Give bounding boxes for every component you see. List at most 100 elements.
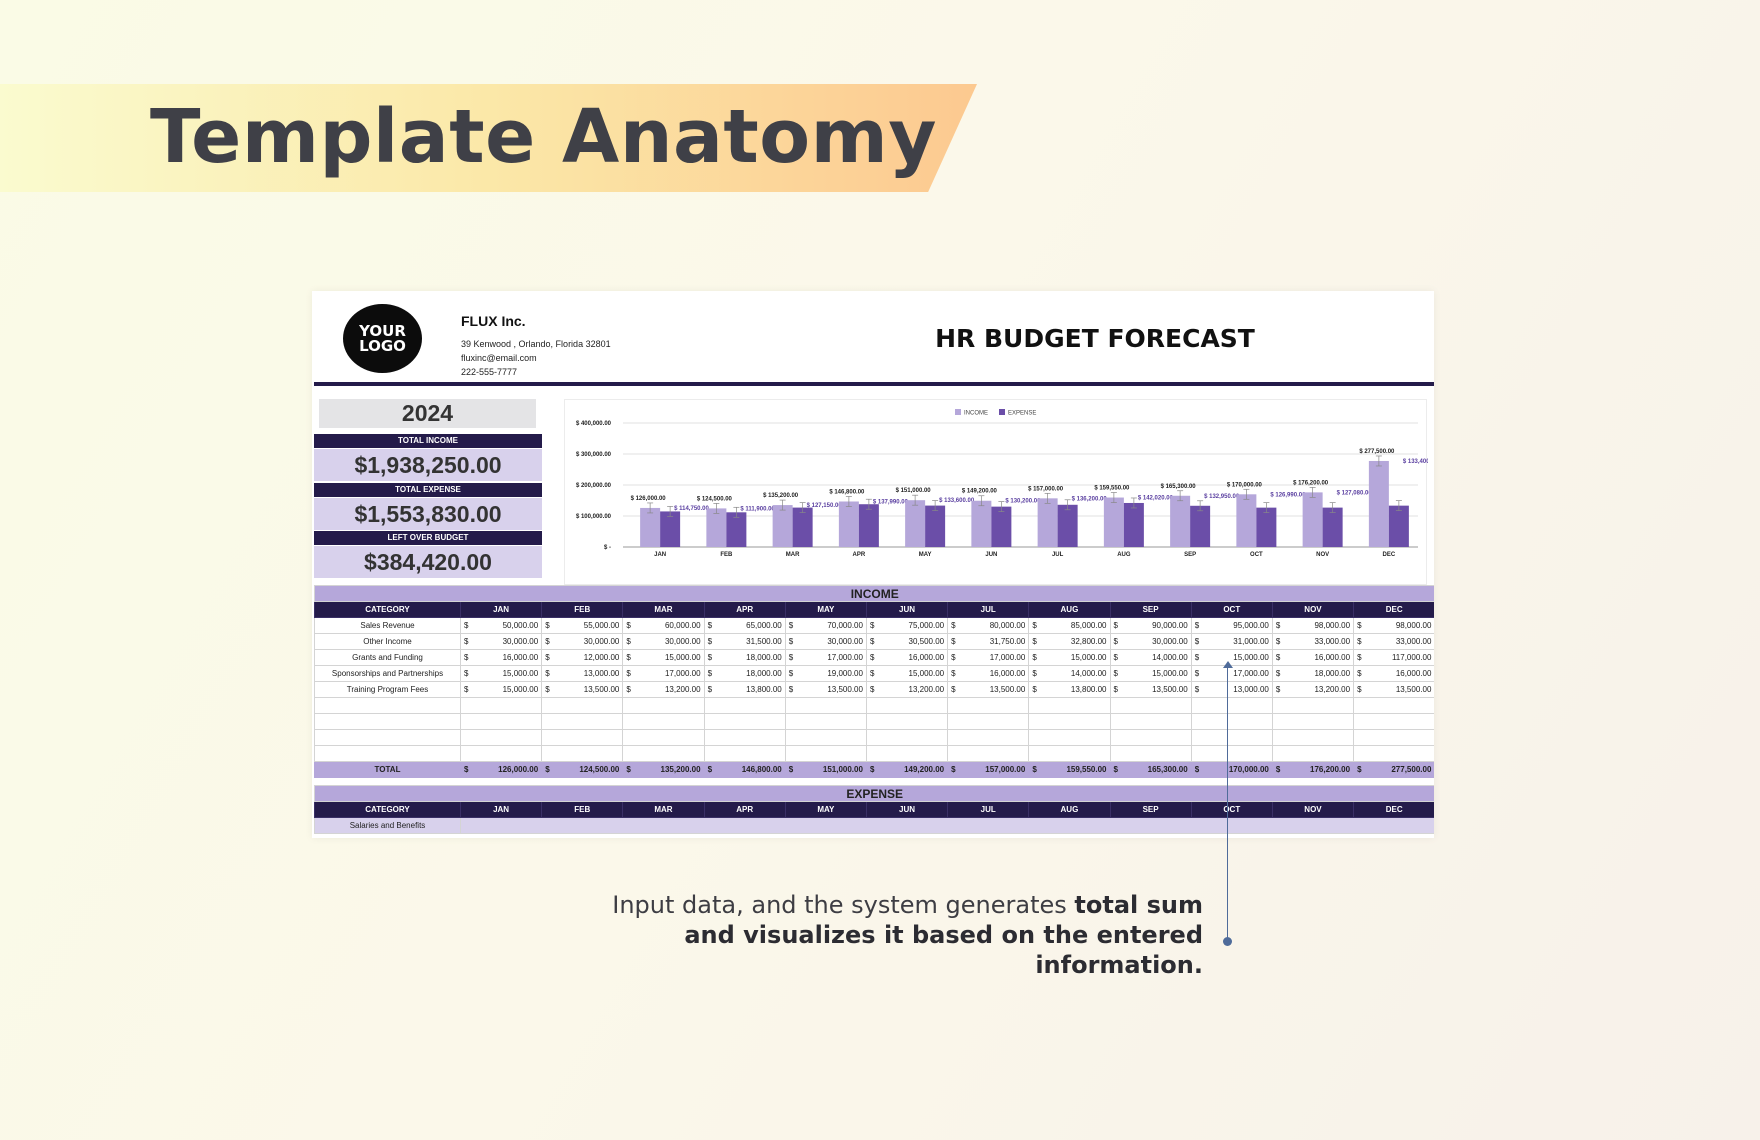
income-value-cell[interactable]: $30,000.00 <box>784 633 867 650</box>
income-value-cell[interactable]: $18,000.00 <box>703 665 786 682</box>
empty-cell[interactable] <box>1190 697 1273 714</box>
empty-cell[interactable] <box>947 713 1030 730</box>
income-value-cell[interactable]: $15,000.00 <box>1028 649 1111 666</box>
year-field[interactable]: 2024 <box>319 399 536 428</box>
income-category-cell[interactable]: Other Income <box>314 633 461 650</box>
empty-cell[interactable] <box>541 729 624 746</box>
income-value-cell[interactable]: $18,000.00 <box>703 649 786 666</box>
income-value-cell[interactable]: $16,000.00 <box>1271 649 1355 666</box>
empty-cell[interactable] <box>1353 697 1434 714</box>
empty-cell[interactable] <box>459 697 543 714</box>
income-value-cell[interactable]: $30,500.00 <box>865 633 949 650</box>
income-value-cell[interactable]: $95,000.00 <box>1190 617 1273 634</box>
income-category-cell[interactable]: Grants and Funding <box>314 649 461 666</box>
income-value-cell[interactable]: $17,000.00 <box>947 649 1030 666</box>
empty-cell[interactable] <box>314 697 461 714</box>
income-value-cell[interactable]: $33,000.00 <box>1353 633 1434 650</box>
income-value-cell[interactable]: $32,800.00 <box>1028 633 1111 650</box>
income-value-cell[interactable]: $75,000.00 <box>865 617 949 634</box>
empty-cell[interactable] <box>1028 729 1111 746</box>
empty-cell[interactable] <box>1190 713 1273 730</box>
empty-cell[interactable] <box>541 697 624 714</box>
income-value-cell[interactable]: $33,000.00 <box>1271 633 1355 650</box>
empty-cell[interactable] <box>784 697 867 714</box>
income-value-cell[interactable]: $13,800.00 <box>703 681 786 698</box>
empty-cell[interactable] <box>314 713 461 730</box>
income-value-cell[interactable]: $80,000.00 <box>947 617 1030 634</box>
income-value-cell[interactable]: $30,000.00 <box>622 633 705 650</box>
empty-cell[interactable] <box>703 697 786 714</box>
income-value-cell[interactable]: $98,000.00 <box>1353 617 1434 634</box>
empty-cell[interactable] <box>703 713 786 730</box>
empty-cell[interactable] <box>1353 745 1434 762</box>
income-value-cell[interactable]: $13,800.00 <box>1028 681 1111 698</box>
empty-cell[interactable] <box>1028 713 1111 730</box>
empty-cell[interactable] <box>622 697 705 714</box>
empty-cell[interactable] <box>541 745 624 762</box>
income-value-cell[interactable]: $15,000.00 <box>1109 665 1192 682</box>
empty-cell[interactable] <box>1271 745 1355 762</box>
empty-cell[interactable] <box>459 713 543 730</box>
income-value-cell[interactable]: $13,000.00 <box>541 665 624 682</box>
income-value-cell[interactable]: $16,000.00 <box>459 649 543 666</box>
empty-cell[interactable] <box>1353 713 1434 730</box>
empty-cell[interactable] <box>865 729 949 746</box>
income-value-cell[interactable]: $12,000.00 <box>541 649 624 666</box>
income-value-cell[interactable]: $14,000.00 <box>1109 649 1192 666</box>
empty-cell[interactable] <box>1109 745 1192 762</box>
income-value-cell[interactable]: $31,000.00 <box>1190 633 1273 650</box>
income-value-cell[interactable]: $18,000.00 <box>1271 665 1355 682</box>
empty-cell[interactable] <box>1109 729 1192 746</box>
income-value-cell[interactable]: $15,000.00 <box>622 649 705 666</box>
empty-cell[interactable] <box>1190 729 1273 746</box>
income-value-cell[interactable]: $13,500.00 <box>1109 681 1192 698</box>
empty-cell[interactable] <box>622 713 705 730</box>
income-value-cell[interactable]: $16,000.00 <box>1353 665 1434 682</box>
empty-cell[interactable] <box>947 729 1030 746</box>
empty-cell[interactable] <box>784 745 867 762</box>
income-value-cell[interactable]: $13,500.00 <box>1353 681 1434 698</box>
income-value-cell[interactable]: $90,000.00 <box>1109 617 1192 634</box>
empty-cell[interactable] <box>1028 745 1111 762</box>
empty-cell[interactable] <box>947 745 1030 762</box>
empty-cell[interactable] <box>1109 713 1192 730</box>
income-value-cell[interactable]: $30,000.00 <box>1109 633 1192 650</box>
empty-cell[interactable] <box>459 745 543 762</box>
income-value-cell[interactable]: $30,000.00 <box>459 633 543 650</box>
income-value-cell[interactable]: $55,000.00 <box>541 617 624 634</box>
income-value-cell[interactable]: $16,000.00 <box>947 665 1030 682</box>
income-value-cell[interactable]: $13,000.00 <box>1190 681 1273 698</box>
empty-cell[interactable] <box>1271 713 1355 730</box>
empty-cell[interactable] <box>865 713 949 730</box>
income-value-cell[interactable]: $13,200.00 <box>865 681 949 698</box>
income-value-cell[interactable]: $70,000.00 <box>784 617 867 634</box>
empty-cell[interactable] <box>622 729 705 746</box>
empty-cell[interactable] <box>947 697 1030 714</box>
empty-cell[interactable] <box>703 745 786 762</box>
empty-cell[interactable] <box>622 745 705 762</box>
empty-cell[interactable] <box>1028 697 1111 714</box>
empty-cell[interactable] <box>865 697 949 714</box>
income-value-cell[interactable]: $16,000.00 <box>865 649 949 666</box>
empty-cell[interactable] <box>1190 745 1273 762</box>
empty-cell[interactable] <box>784 729 867 746</box>
income-value-cell[interactable]: $117,000.00 <box>1353 649 1434 666</box>
empty-cell[interactable] <box>1271 729 1355 746</box>
income-value-cell[interactable]: $17,000.00 <box>622 665 705 682</box>
empty-cell[interactable] <box>1109 697 1192 714</box>
income-value-cell[interactable]: $13,500.00 <box>784 681 867 698</box>
income-value-cell[interactable]: $15,000.00 <box>865 665 949 682</box>
income-value-cell[interactable]: $13,200.00 <box>622 681 705 698</box>
income-value-cell[interactable]: $14,000.00 <box>1028 665 1111 682</box>
income-value-cell[interactable]: $85,000.00 <box>1028 617 1111 634</box>
income-value-cell[interactable]: $31,750.00 <box>947 633 1030 650</box>
income-value-cell[interactable]: $65,000.00 <box>703 617 786 634</box>
income-value-cell[interactable]: $30,000.00 <box>541 633 624 650</box>
income-value-cell[interactable]: $15,000.00 <box>459 665 543 682</box>
income-value-cell[interactable]: $31,500.00 <box>703 633 786 650</box>
income-value-cell[interactable]: $13,500.00 <box>947 681 1030 698</box>
empty-cell[interactable] <box>865 745 949 762</box>
empty-cell[interactable] <box>1271 697 1355 714</box>
empty-cell[interactable] <box>784 713 867 730</box>
income-value-cell[interactable]: $19,000.00 <box>784 665 867 682</box>
